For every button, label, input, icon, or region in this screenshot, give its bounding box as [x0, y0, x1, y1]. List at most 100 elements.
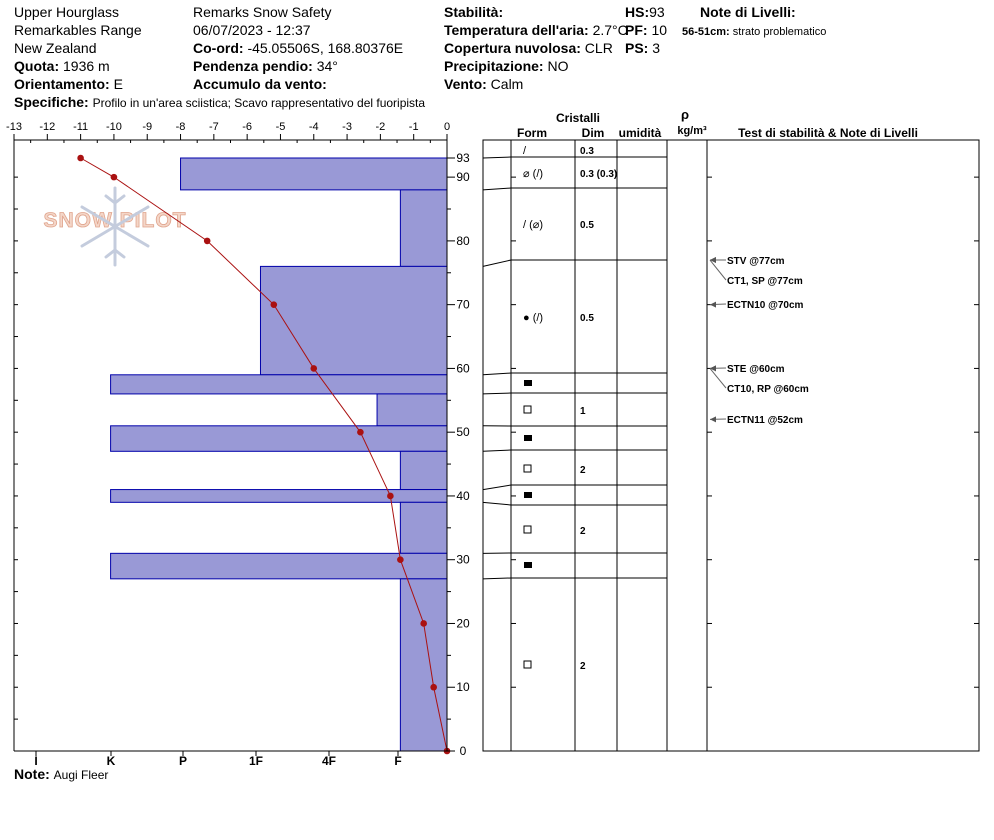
temp-tick-label: -12	[39, 121, 55, 133]
height-tick-label: 30	[456, 553, 470, 567]
hs-row: HS:93	[625, 4, 665, 20]
hardness-tick-label: P	[179, 754, 187, 768]
hardness-tick-label: F	[394, 754, 401, 768]
temp-tick-label: -13	[6, 121, 22, 133]
height-tick-label: 40	[456, 489, 470, 503]
aspect-row: Orientamento: E	[14, 76, 123, 92]
layer-connector	[482, 449, 512, 452]
layer-connector	[482, 501, 512, 506]
temp-tick-label: -8	[176, 121, 186, 133]
hardness-bar	[180, 157, 448, 191]
slope-label: Pendenza pendio:	[193, 58, 313, 74]
temp-tick-label: 0	[444, 121, 450, 133]
temp-tick-label: -5	[276, 121, 286, 133]
test-arrowhead	[710, 365, 716, 372]
temperature-point	[430, 683, 437, 691]
hs-label: HS:	[625, 4, 650, 20]
layer-note-range: 56-51cm:	[682, 26, 730, 38]
stability-test-label: STE @60cm	[727, 364, 785, 375]
layer-connector	[482, 156, 512, 159]
stability-row: Stabilità:	[444, 4, 503, 20]
temperature-point	[77, 154, 84, 162]
org-name: Remarks Snow Safety	[193, 4, 332, 20]
grain-size-value: 0.5	[580, 220, 594, 231]
specifics-row: Specifiche: Profilo in un'area sciistica…	[14, 94, 425, 111]
cloud-label: Copertura nuvolosa:	[444, 40, 581, 56]
aspect-value: E	[113, 76, 123, 92]
height-tick-label: 80	[456, 234, 470, 248]
coord-row: Co-ord: -45.05506S, 168.80376E	[193, 40, 403, 56]
ps-label: PS:	[625, 40, 649, 56]
test-pointer	[709, 259, 727, 281]
grain-form-symbol: /	[523, 145, 527, 157]
pf-value: 10	[651, 22, 668, 38]
ps-row: PS: 3	[625, 40, 660, 56]
form-header: Form	[517, 126, 547, 140]
elevation-value: 1936 m	[63, 58, 110, 74]
air-temp-value: 2.7°C	[592, 22, 628, 38]
grain-form-symbol	[524, 435, 532, 441]
coord-value: -45.05506S, 168.80376E	[247, 40, 404, 56]
grain-form-symbol	[523, 464, 532, 473]
grain-form-symbol	[523, 660, 532, 669]
grain-size-value: 0.3 (0.3)	[580, 169, 617, 180]
temperature-point	[310, 365, 318, 372]
pf-label: PF:	[625, 22, 648, 38]
grain-form-symbol: ● (/)	[523, 312, 543, 324]
test-pointer	[709, 368, 727, 389]
slope-row: Pendenza pendio: 34°	[193, 58, 338, 74]
stability-test-label: CT1, SP @77cm	[727, 276, 803, 287]
wind-label: Vento:	[444, 76, 487, 92]
layer-notes-title: Note di Livelli:	[700, 4, 796, 20]
density-header: kg/m³	[677, 125, 707, 137]
precip-value: NO	[547, 58, 569, 74]
specifics-value: Profilo in un'area sciistica; Scavo rapp…	[92, 96, 426, 110]
height-tick-label: 93	[456, 151, 470, 165]
grain-size-value: 2	[580, 526, 586, 537]
stability-test-label: CT10, RP @60cm	[727, 384, 809, 395]
temperature-point	[270, 301, 278, 308]
slope-value: 34°	[316, 58, 338, 74]
ps-value: 3	[652, 40, 661, 56]
wind-loading-row: Accumulo da vento:	[193, 76, 327, 92]
grain-size-value: 1	[580, 406, 586, 417]
layer-connector	[482, 187, 512, 191]
height-tick-label: 0	[460, 744, 467, 758]
temperature-point	[420, 620, 427, 627]
temp-tick-label: -1	[409, 121, 419, 133]
temperature-point	[203, 237, 211, 245]
note-value: Augi Fleer	[53, 768, 109, 782]
wind-row: Vento: Calm	[444, 76, 523, 92]
temp-tick-label: -10	[106, 121, 122, 133]
hardness-bar	[376, 393, 448, 427]
test-arrowhead	[710, 301, 716, 308]
stability-test-label: ECTN10 @70cm	[727, 300, 804, 311]
hardness-bar	[259, 265, 448, 376]
grain-form-symbol	[523, 405, 532, 414]
wind-loading-label: Accumulo da vento:	[193, 76, 327, 92]
wind-value: Calm	[490, 76, 524, 92]
air-temp-label: Temperatura dell'aria:	[444, 22, 589, 38]
size-header: Dim	[582, 126, 605, 140]
temp-tick-label: -11	[73, 121, 88, 133]
layer-connector	[482, 259, 512, 267]
table-frame	[482, 139, 980, 752]
hardness-bar	[110, 425, 448, 452]
test-arrowhead	[710, 257, 716, 264]
layer-connector	[482, 372, 512, 376]
temp-tick-label: -9	[142, 121, 152, 133]
country-name: New Zealand	[14, 40, 97, 56]
temp-tick-label: -6	[242, 121, 252, 133]
moisture-header: umidità	[619, 126, 662, 140]
hs-value: 93	[649, 4, 665, 20]
height-tick-label: 90	[456, 170, 470, 184]
tests-header: Test di stabilità & Note di Livelli	[738, 126, 918, 140]
crystals-header: Cristalli	[556, 111, 600, 125]
snowpilot-logo: SNOW PILOT	[43, 186, 186, 267]
hardness-bar	[399, 189, 448, 267]
specifics-label: Specifiche:	[14, 94, 89, 110]
grain-size-value: 2	[580, 661, 586, 672]
hardness-tick-label: 4F	[322, 754, 336, 768]
precip-label: Precipitazione:	[444, 58, 544, 74]
